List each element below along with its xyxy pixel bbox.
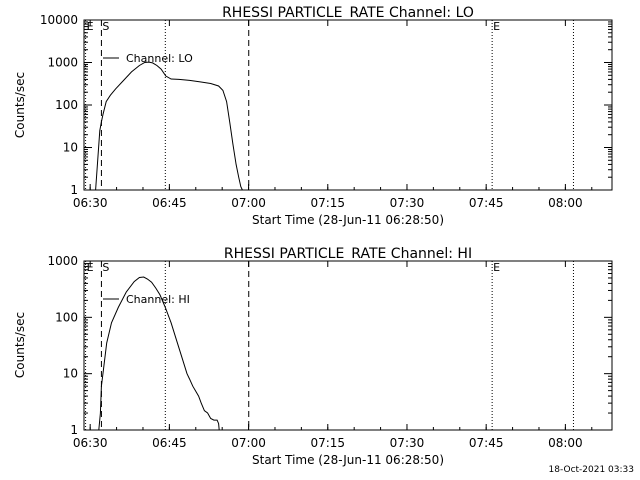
panel2-title: RHESSI PARTICLE_RATE Channel: HI: [224, 246, 472, 262]
panel1-legend-label: Channel: LO: [126, 52, 193, 65]
panel2-legend-label: Channel: HI: [126, 293, 190, 306]
panel2-marker-label: S: [102, 261, 109, 274]
panel1-x-axis-label: Start Time (28-Jun-11 06:28:50): [252, 213, 444, 227]
panel2-y-tick-label: 100: [55, 310, 78, 324]
panel2-x-axis-label: Start Time (28-Jun-11 06:28:50): [252, 453, 444, 467]
panel2-series-line: [98, 276, 220, 431]
panel1-marker-label: E: [493, 20, 500, 33]
panel2-x-tick-label: 06:30: [73, 436, 108, 450]
panel1-marker-label: S: [102, 20, 109, 33]
panel1-x-tick-label: 06:45: [152, 196, 187, 210]
panel1-y-tick-label: 10: [63, 141, 78, 155]
panel1-x-tick-label: 07:15: [310, 196, 345, 210]
panel2-x-tick-label: 07:00: [231, 436, 266, 450]
panel1-marker-label: E: [87, 20, 94, 33]
panel2-x-tick-label: 07:45: [469, 436, 504, 450]
panel2-x-tick-label: 06:45: [152, 436, 187, 450]
panel2-y-tick-label: 10: [63, 367, 78, 381]
panel1-x-tick-label: 08:00: [548, 196, 583, 210]
panel2-y-tick-label: 1: [70, 423, 78, 437]
panel2-plot-frame: [83, 260, 613, 431]
panel1-y-tick-label: 10000: [40, 13, 78, 27]
panel2-marker-label: E: [493, 261, 500, 274]
panel1-series-line: [95, 61, 243, 191]
panel1-y-axis-label: Counts/sec: [13, 72, 27, 138]
panel1-y-tick-label: 1000: [47, 56, 78, 70]
panel2-x-tick-label: 08:00: [548, 436, 583, 450]
footer-timestamp: 18-Oct-2021 03:33: [548, 465, 634, 475]
panel1-title: RHESSI PARTICLE_RATE Channel: LO: [222, 5, 474, 21]
panel1-y-tick-label: 100: [55, 98, 78, 112]
panel2-y-axis-label: Counts/sec: [13, 312, 27, 378]
panel1-plot-frame: [83, 19, 613, 191]
panel2-y-tick-label: 1000: [47, 254, 78, 268]
panel1-y-tick-label: 1: [70, 183, 78, 197]
panel1-x-tick-label: 06:30: [73, 196, 108, 210]
panel1-x-tick-label: 07:00: [231, 196, 266, 210]
panel1-x-tick-label: 07:45: [469, 196, 504, 210]
panel2-x-tick-label: 07:30: [390, 436, 425, 450]
panel1-x-tick-label: 07:30: [390, 196, 425, 210]
panel2-marker-label: E: [87, 261, 94, 274]
panel2-x-tick-label: 07:15: [310, 436, 345, 450]
